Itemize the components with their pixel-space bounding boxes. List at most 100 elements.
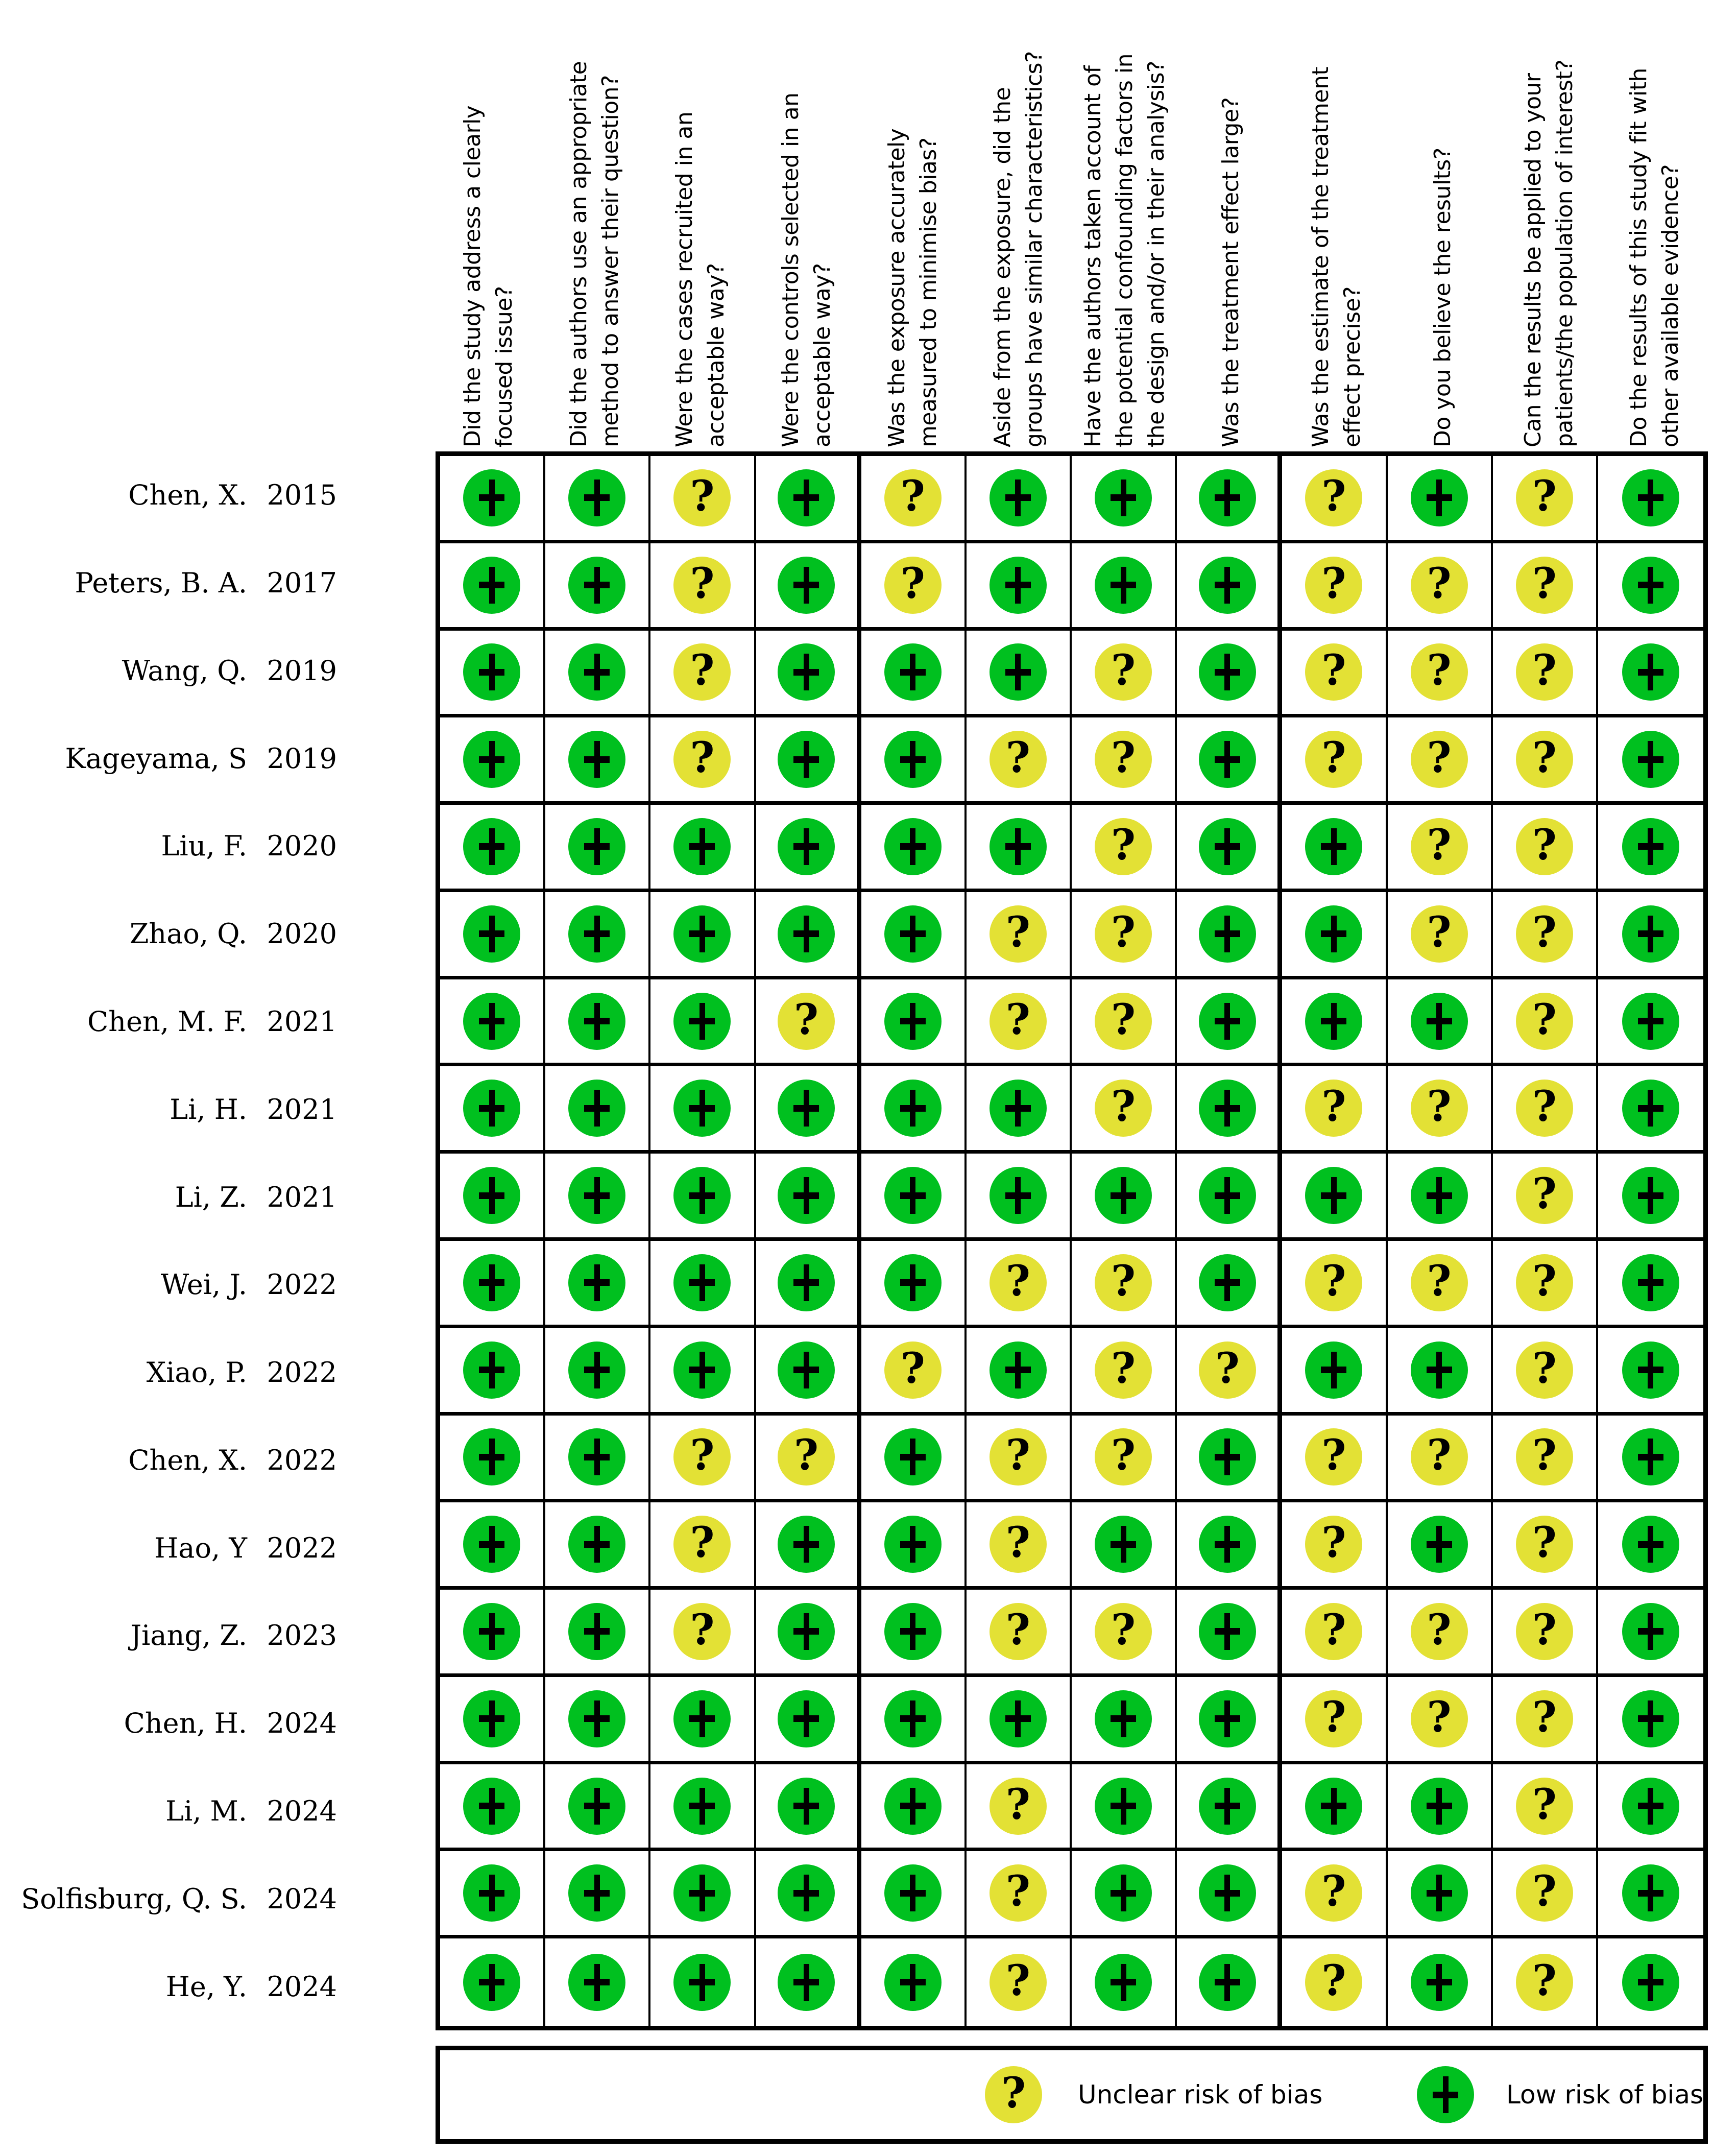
risk-cell [1072, 1938, 1177, 2026]
column-header-text: Did the study address a clearly focused i… [436, 10, 542, 447]
column-header: Do you believe the results? [1390, 0, 1496, 447]
unclear-risk-icon: ? [1410, 1428, 1468, 1486]
study-label: Zhao, Q. 2020 [0, 890, 337, 978]
risk-cell: ? [966, 979, 1072, 1067]
low-risk-icon [1305, 1777, 1363, 1835]
plus-glyph [1635, 828, 1666, 865]
plus-glyph [898, 654, 928, 691]
risk-cell [440, 1938, 546, 2026]
column-header-line: patients/the population of interest? [1551, 59, 1578, 447]
low-risk-icon [673, 1690, 731, 1747]
unclear-risk-icon: ? [1095, 992, 1152, 1050]
study-label: Li, Z. 2021 [0, 1153, 337, 1241]
risk-cell [1072, 543, 1177, 631]
risk-cell [1177, 630, 1283, 718]
low-risk-icon [778, 1777, 835, 1835]
question-mark-glyph: ? [1005, 995, 1030, 1044]
unclear-risk-icon: ? [1305, 556, 1363, 614]
plus-glyph [582, 1613, 612, 1650]
unclear-risk-icon: ? [778, 1428, 835, 1486]
risk-cell: ? [1282, 1851, 1388, 1939]
plus-glyph [687, 1875, 717, 1912]
low-risk-icon [568, 1690, 626, 1747]
risk-cell [545, 1066, 651, 1154]
risk-cell [861, 805, 967, 892]
unclear-risk-icon: ? [1095, 1602, 1152, 1660]
plus-glyph [476, 1875, 507, 1912]
low-risk-icon [568, 1864, 626, 1922]
column-header-line: Did the authors use an appropriate [565, 61, 592, 447]
plus-glyph [1318, 1177, 1349, 1214]
plus-glyph [1212, 1002, 1243, 1040]
plus-glyph [898, 1787, 928, 1825]
plus-glyph [476, 479, 507, 516]
question-mark-glyph: ? [1005, 1431, 1030, 1480]
plus-glyph [476, 1439, 507, 1476]
plus-glyph [791, 654, 822, 691]
unclear-risk-icon: ? [1198, 1341, 1256, 1399]
low-risk-icon [778, 643, 835, 701]
risk-cell: ? [1492, 1154, 1598, 1241]
plus-glyph [1108, 1875, 1139, 1912]
risk-cell: ? [1072, 805, 1177, 892]
plus-glyph [791, 741, 822, 778]
plus-glyph [582, 915, 612, 952]
risk-cell [1177, 1676, 1283, 1764]
column-header: Was the exposure accurately measured to m… [860, 0, 966, 447]
unclear-risk-icon: ? [1305, 1428, 1363, 1486]
legend-unclear-icon: ? [985, 2066, 1042, 2123]
plus-glyph [1212, 654, 1243, 691]
risk-cell [756, 1590, 861, 1677]
unclear-risk-icon: ? [989, 1516, 1047, 1573]
plus-glyph [1108, 1526, 1139, 1563]
plus-glyph [687, 1351, 717, 1388]
unclear-risk-icon: ? [1095, 731, 1152, 788]
low-risk-icon [1622, 905, 1679, 963]
unclear-risk-icon: ? [1410, 818, 1468, 875]
question-mark-glyph: ? [1321, 471, 1346, 521]
question-mark-glyph: ? [1532, 1431, 1557, 1480]
study-year: 2020 [267, 918, 337, 950]
question-mark-glyph: ? [1532, 471, 1557, 521]
question-mark-glyph: ? [1532, 1780, 1557, 1829]
low-risk-icon [463, 1602, 521, 1660]
risk-cell: ? [861, 456, 967, 543]
plus-glyph [476, 1526, 507, 1563]
risk-cell [1072, 1764, 1177, 1852]
assessment-grid: ????????????????????????????????????????… [436, 451, 1708, 2030]
risk-cell [650, 805, 756, 892]
risk-cell [545, 630, 651, 718]
risk-cell: ? [1492, 1764, 1598, 1852]
question-mark-glyph: ? [1321, 1431, 1346, 1480]
low-risk-icon [989, 1080, 1047, 1137]
question-mark-glyph: ? [1111, 1256, 1136, 1306]
risk-cell: ? [1492, 1415, 1598, 1503]
plus-glyph [1212, 1787, 1243, 1825]
low-risk-icon [884, 1953, 942, 2011]
risk-cell: ? [1387, 892, 1493, 979]
question-mark-glyph: ? [794, 995, 819, 1044]
plus-glyph [791, 1787, 822, 1825]
plus-glyph [1635, 1351, 1666, 1388]
unclear-risk-icon: ? [1410, 556, 1468, 614]
unclear-risk-icon: ? [1095, 905, 1152, 963]
unclear-risk-icon: ? [1515, 1167, 1573, 1225]
plus-glyph [687, 1700, 717, 1737]
risk-cell: ? [1072, 1066, 1177, 1154]
study-year: 2015 [267, 479, 337, 512]
risk-cell [861, 1066, 967, 1154]
low-risk-icon [884, 731, 942, 788]
plus-glyph [687, 1787, 717, 1825]
plus-glyph [476, 654, 507, 691]
risk-cell: ? [1387, 1590, 1493, 1677]
risk-cell [756, 1154, 861, 1241]
plus-glyph [687, 1177, 717, 1214]
question-mark-glyph: ? [1532, 1956, 1557, 2005]
plus-glyph [1318, 828, 1349, 865]
low-risk-icon [1198, 643, 1256, 701]
question-mark-glyph: ? [1427, 1605, 1452, 1655]
plus-glyph [476, 566, 507, 604]
risk-cell [545, 1328, 651, 1416]
risk-cell [1387, 1502, 1493, 1590]
unclear-risk-icon: ? [1305, 1602, 1363, 1660]
